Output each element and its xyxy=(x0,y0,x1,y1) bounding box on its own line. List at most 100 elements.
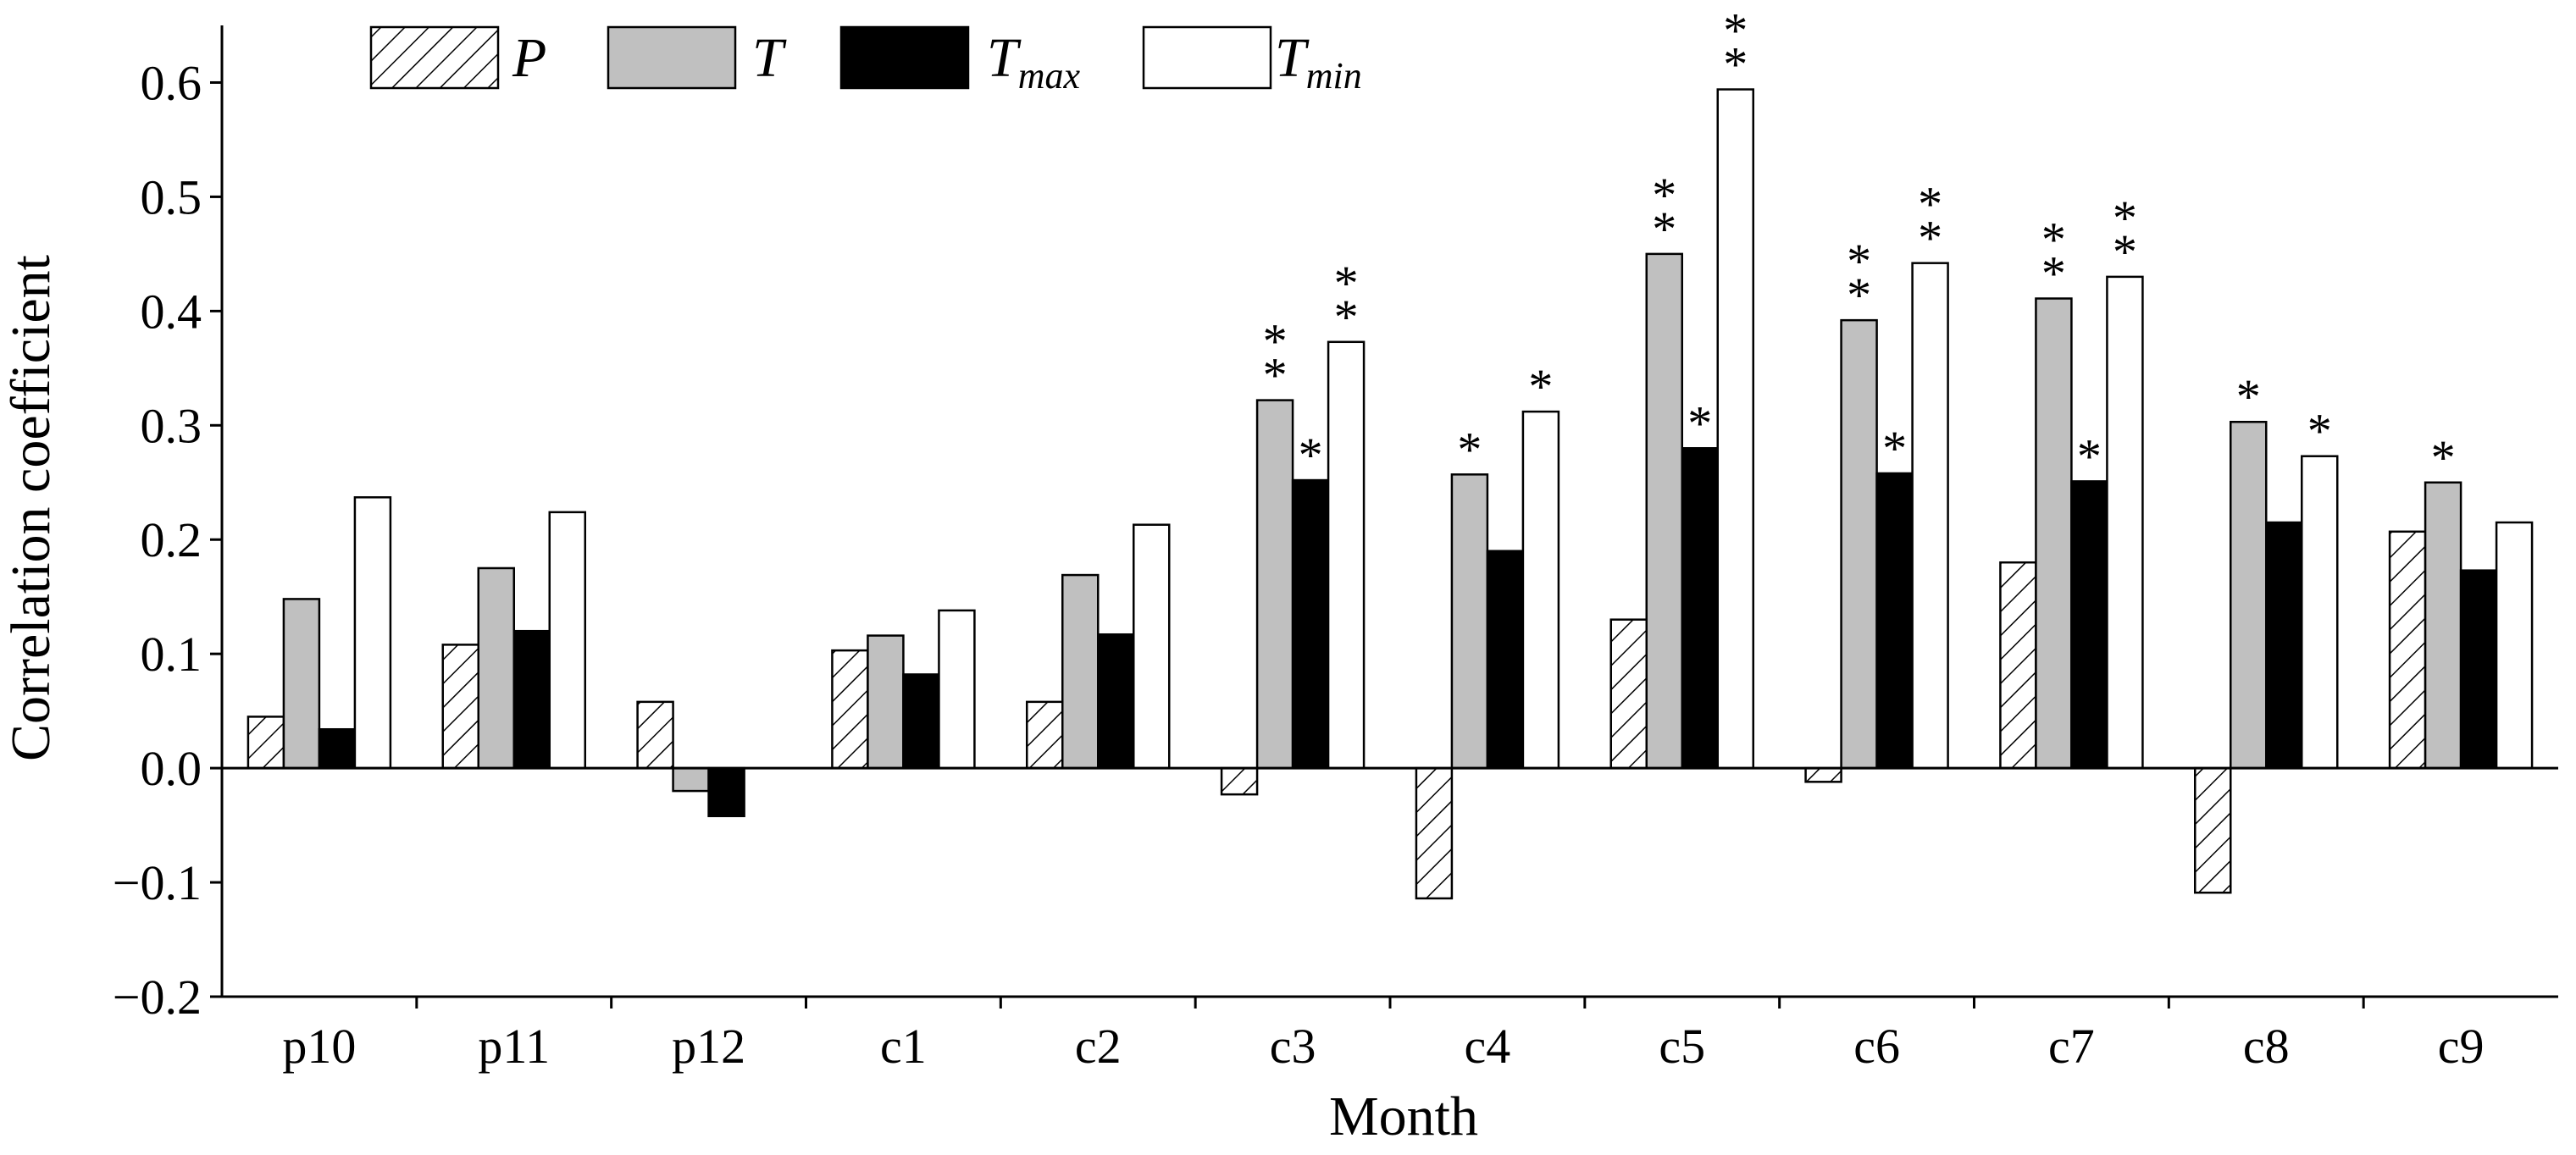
bar-white-p10 xyxy=(353,496,392,770)
significance-star: * xyxy=(1457,422,1482,477)
significance-star: * xyxy=(2077,428,2102,484)
bar-hatch-c3 xyxy=(1220,766,1259,796)
bar-white-c7 xyxy=(2106,275,2144,770)
bar-hatch-p11 xyxy=(441,644,479,770)
significance-star: * xyxy=(1847,234,1871,289)
bar-black-c7 xyxy=(2070,480,2108,770)
significance-star: * xyxy=(1652,168,1676,223)
bars-group: ******* ****** * *********** xyxy=(247,3,2534,900)
bar-white-p11 xyxy=(548,511,586,770)
y-tick-label: 0.2 xyxy=(141,512,202,567)
significance-star: * xyxy=(2113,224,2137,279)
bar-black-p10 xyxy=(318,727,357,770)
bar-white-c8 xyxy=(2301,455,2339,770)
legend-swatch-gray xyxy=(607,25,737,90)
bar-hatch-c8 xyxy=(2194,766,2232,894)
bar-white-c4 xyxy=(1521,410,1560,770)
bar-gray-c7 xyxy=(2035,297,2073,770)
bar-hatch-c1 xyxy=(831,649,869,770)
significance-star: * xyxy=(2041,213,2066,268)
bar-hatch-c7 xyxy=(1999,561,2037,770)
bar-hatch-c9 xyxy=(2388,530,2427,770)
significance-star: * xyxy=(1918,211,1942,266)
y-axis-label: Correlation coefficient xyxy=(0,255,62,761)
legend-swatch-black xyxy=(839,25,970,90)
bar-gray-c1 xyxy=(867,634,905,770)
significance-star: * xyxy=(2113,191,2137,246)
bar-black-c1 xyxy=(902,673,940,770)
legend-swatch-hatch xyxy=(369,25,500,90)
significance-star: * xyxy=(1263,314,1288,369)
significance-star: * xyxy=(1723,37,1748,92)
bar-hatch-c2 xyxy=(1026,700,1064,770)
bar-black-p11 xyxy=(512,629,551,770)
bar-hatch-p10 xyxy=(247,716,285,770)
x-tick-label: c9 xyxy=(2438,1019,2485,1074)
bar-black-c5 xyxy=(1681,447,1719,770)
x-tick-label: c3 xyxy=(1270,1019,1316,1074)
legend-label: Tmax xyxy=(987,27,1080,97)
y-tick-label: 0.1 xyxy=(141,627,202,682)
x-tick-label: c1 xyxy=(880,1019,927,1074)
bar-hatch-c4 xyxy=(1415,766,1454,900)
bar-black-c2 xyxy=(1097,633,1135,770)
x-tick-label: c6 xyxy=(1853,1019,1900,1074)
bar-white-c3 xyxy=(1327,340,1366,770)
legend-label: P xyxy=(512,27,546,89)
legend-label: Tmin xyxy=(1275,27,1362,97)
bar-white-c2 xyxy=(1133,523,1171,770)
y-tick-label: −0.2 xyxy=(113,970,202,1025)
bar-white-c6 xyxy=(1911,262,1949,770)
significance-star: * xyxy=(1723,3,1748,58)
bar-gray-c5 xyxy=(1645,252,1683,770)
bar-gray-c2 xyxy=(1061,573,1100,770)
x-tick-label: c7 xyxy=(2048,1019,2095,1074)
bar-gray-p12 xyxy=(672,766,710,793)
significance-star: * xyxy=(1847,268,1871,323)
significance-star: * xyxy=(1528,359,1553,414)
legend-swatch-white xyxy=(1142,25,1272,90)
significance-star: * xyxy=(2431,430,2456,485)
bar-black-c3 xyxy=(1291,478,1330,770)
bar-gray-p11 xyxy=(477,566,515,770)
x-tick-label: p10 xyxy=(282,1019,356,1074)
y-tick-label: 0.0 xyxy=(141,741,202,796)
bar-black-c6 xyxy=(1875,472,1914,770)
significance-star: * xyxy=(1334,256,1359,311)
axes-group: −0.2 −0.1 0.0 0.1 0.2 0.3 0.4 0.5 0.6 p10 p11 p12 c1… xyxy=(113,25,2558,1074)
x-tick-label: p12 xyxy=(672,1019,745,1074)
x-tick-label: p11 xyxy=(478,1019,550,1074)
significance-star: * xyxy=(1263,348,1288,403)
significance-star: * xyxy=(1687,395,1712,450)
bar-black-c8 xyxy=(2265,521,2303,770)
bar-hatch-c6 xyxy=(1804,766,1842,783)
significance-star: * xyxy=(2041,246,2066,301)
significance-star: * xyxy=(2236,369,2261,424)
significance-star: * xyxy=(1652,202,1676,257)
significance-star: * xyxy=(1918,177,1942,232)
bar-gray-c4 xyxy=(1450,473,1489,770)
bar-black-c4 xyxy=(1486,550,1525,770)
bar-hatch-c5 xyxy=(1609,618,1648,770)
significance-star: * xyxy=(1882,421,1907,476)
bar-black-c9 xyxy=(2459,569,2498,770)
bar-gray-c3 xyxy=(1255,399,1294,770)
bar-hatch-p12 xyxy=(636,700,674,770)
y-tick-label: 0.4 xyxy=(141,284,202,339)
x-tick-label: c8 xyxy=(2243,1019,2290,1074)
bar-white-c9 xyxy=(2495,521,2534,770)
bar-gray-c8 xyxy=(2230,420,2268,770)
x-tick-label: c2 xyxy=(1075,1019,1122,1074)
x-tick-label: c4 xyxy=(1465,1019,1511,1074)
bar-gray-p10 xyxy=(282,598,321,770)
bar-black-p12 xyxy=(707,766,745,818)
y-tick-label: 0.3 xyxy=(141,398,202,453)
bar-white-c5 xyxy=(1716,88,1754,770)
bar-gray-c9 xyxy=(2424,481,2462,770)
x-tick-label: c5 xyxy=(1659,1019,1705,1074)
significance-star: * xyxy=(1299,428,1323,483)
y-tick-label: 0.5 xyxy=(141,169,202,224)
bar-white-c1 xyxy=(938,609,976,770)
legend: P T Tmax Tmin xyxy=(369,25,1362,97)
